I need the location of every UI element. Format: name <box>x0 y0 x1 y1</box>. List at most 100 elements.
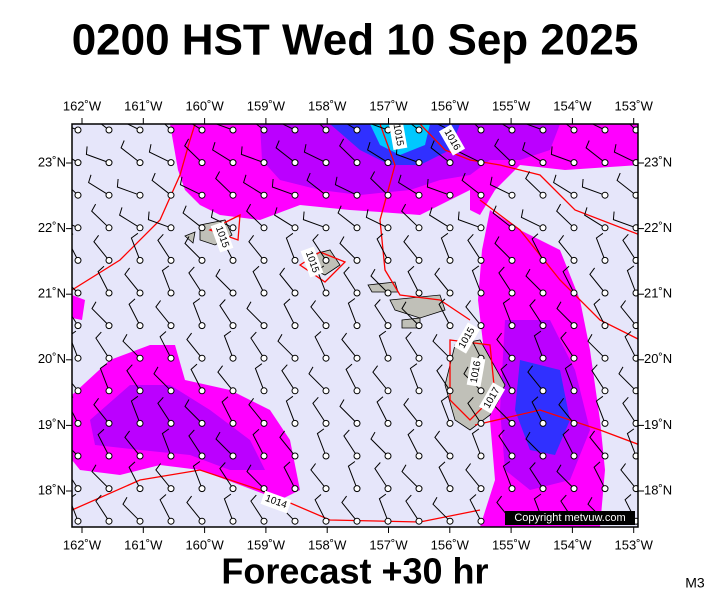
wind-barb <box>440 232 451 261</box>
wind-barb <box>314 494 327 522</box>
wind-station <box>477 387 485 395</box>
wind-station <box>105 289 113 297</box>
wind-barb <box>525 268 544 294</box>
wind-station <box>322 354 330 362</box>
wind-barb <box>529 299 544 326</box>
wind-barb <box>489 176 513 196</box>
wind-station <box>415 289 423 297</box>
wind-barb <box>436 364 451 392</box>
wind-barb <box>401 464 420 489</box>
wind-barb <box>314 331 327 359</box>
wind-station <box>353 322 361 330</box>
wind-barb <box>274 207 296 229</box>
wind-barb <box>471 428 482 457</box>
wind-station <box>508 322 516 330</box>
wind-station <box>415 419 423 427</box>
wind-barb <box>618 366 637 392</box>
wind-barb <box>581 178 606 196</box>
wind-barb <box>186 495 203 522</box>
wind-station <box>74 354 82 362</box>
wind-station <box>477 126 485 134</box>
wind-barb <box>339 138 358 163</box>
wind-station <box>570 256 578 264</box>
latitude-label: 21˚N <box>644 286 672 301</box>
wind-barb <box>122 334 141 359</box>
wind-station <box>198 517 206 525</box>
wind-station <box>136 419 144 427</box>
wind-station <box>229 256 237 264</box>
wind-barb <box>529 462 544 489</box>
wind-barb <box>312 396 327 424</box>
wind-station <box>477 159 485 167</box>
wind-station <box>136 224 144 232</box>
wind-barb <box>407 265 420 294</box>
wind-station <box>508 289 516 297</box>
wind-barb <box>595 395 606 424</box>
wind-station <box>229 224 237 232</box>
wind-barb <box>188 429 203 457</box>
wind-station <box>260 322 268 330</box>
wind-barb <box>525 431 544 457</box>
wind-station <box>74 322 82 330</box>
wind-barb <box>560 331 575 359</box>
wind-station <box>353 452 361 460</box>
wind-station <box>229 387 237 395</box>
wind-station <box>322 256 330 264</box>
wind-station <box>477 322 485 330</box>
wind-station <box>384 354 392 362</box>
wind-station <box>415 159 423 167</box>
wind-station <box>105 322 113 330</box>
wind-barb <box>119 207 141 229</box>
wind-station <box>570 485 578 493</box>
wind-barb <box>465 463 482 489</box>
wind-station <box>291 387 299 395</box>
wind-barb <box>587 334 606 359</box>
wind-barb <box>122 497 141 522</box>
wind-station <box>446 419 454 427</box>
wind-barb <box>184 399 203 424</box>
wind-barb <box>341 332 358 359</box>
wind-barb <box>252 265 265 294</box>
wind-barb <box>565 124 575 131</box>
longitude-label: 157˚W <box>369 98 408 113</box>
longitude-label: 156˚W <box>431 537 470 552</box>
wind-station <box>415 322 423 330</box>
wind-barb <box>589 267 606 294</box>
wind-barb <box>88 174 110 196</box>
wind-barb <box>283 298 296 326</box>
wind-station <box>291 191 299 199</box>
wind-barb <box>279 267 296 294</box>
wind-barb <box>584 207 606 229</box>
wind-station <box>601 256 609 264</box>
wind-station <box>477 224 485 232</box>
wind-station <box>105 191 113 199</box>
wind-station <box>508 354 516 362</box>
wind-station <box>260 354 268 362</box>
wind-barb <box>347 298 358 326</box>
wind-barb <box>533 330 544 359</box>
wind-station <box>415 354 423 362</box>
wind-station <box>74 452 82 460</box>
wind-barb <box>501 124 513 131</box>
wind-station <box>167 289 175 297</box>
wind-barb <box>409 363 420 391</box>
wind-station <box>570 224 578 232</box>
wind-station <box>74 517 82 525</box>
wind-barb <box>527 365 544 392</box>
wind-barb <box>308 366 327 392</box>
wind-station <box>167 517 175 525</box>
wind-barb <box>620 300 637 326</box>
wind-barb <box>255 124 265 131</box>
latitude-label: 20˚N <box>644 351 672 366</box>
wind-barb <box>159 494 172 522</box>
wind-station <box>632 126 638 134</box>
wind-barb <box>622 233 637 261</box>
wind-station <box>167 159 175 167</box>
wind-barb <box>616 172 637 196</box>
wind-barb <box>95 331 110 359</box>
wind-barb <box>522 142 544 164</box>
wind-barb <box>155 463 172 489</box>
wind-barb <box>192 461 203 489</box>
wind-barb <box>91 464 110 489</box>
